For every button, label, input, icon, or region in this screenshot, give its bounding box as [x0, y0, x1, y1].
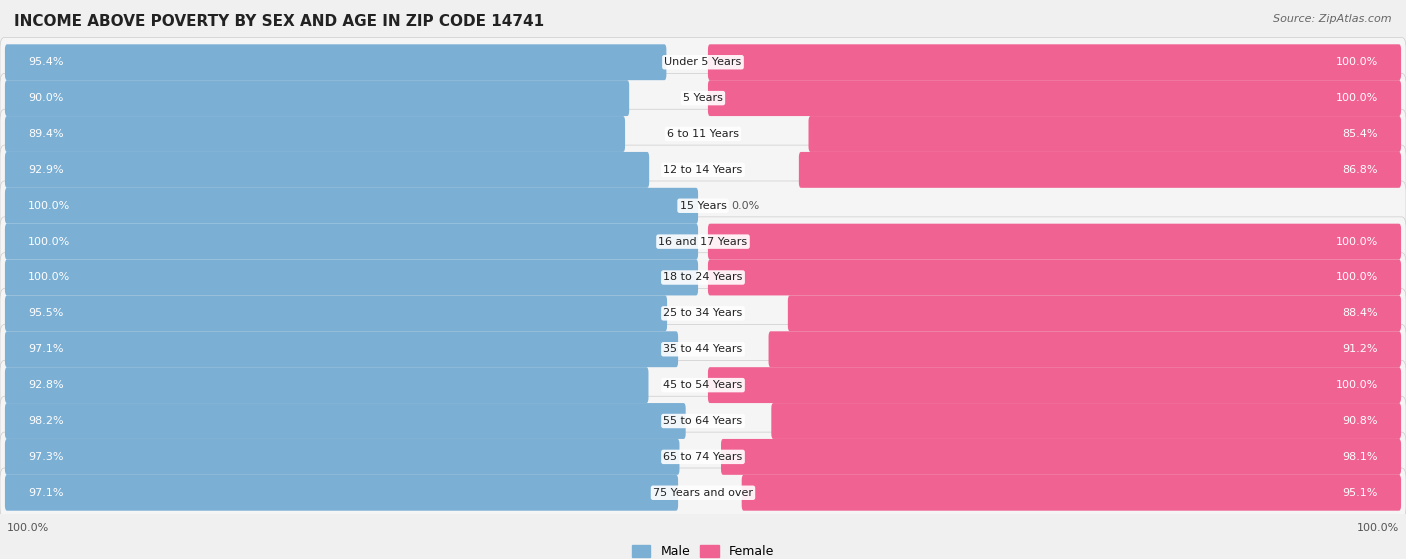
FancyBboxPatch shape: [6, 296, 666, 331]
FancyBboxPatch shape: [0, 324, 1406, 374]
FancyBboxPatch shape: [787, 296, 1402, 331]
FancyBboxPatch shape: [6, 403, 686, 439]
Text: 100.0%: 100.0%: [1336, 380, 1378, 390]
Text: 97.1%: 97.1%: [28, 344, 63, 354]
Text: 100.0%: 100.0%: [28, 272, 70, 282]
FancyBboxPatch shape: [0, 288, 1406, 338]
Text: 91.2%: 91.2%: [1343, 344, 1378, 354]
FancyBboxPatch shape: [742, 475, 1402, 511]
Text: 95.5%: 95.5%: [28, 309, 63, 319]
FancyBboxPatch shape: [0, 181, 1406, 230]
FancyBboxPatch shape: [6, 116, 626, 152]
FancyBboxPatch shape: [6, 331, 678, 367]
FancyBboxPatch shape: [6, 259, 697, 296]
Text: 6 to 11 Years: 6 to 11 Years: [666, 129, 740, 139]
FancyBboxPatch shape: [709, 224, 1402, 259]
FancyBboxPatch shape: [808, 116, 1402, 152]
Text: 12 to 14 Years: 12 to 14 Years: [664, 165, 742, 175]
Text: 98.2%: 98.2%: [28, 416, 63, 426]
Text: 100.0%: 100.0%: [1336, 93, 1378, 103]
Text: 90.0%: 90.0%: [28, 93, 63, 103]
Text: 18 to 24 Years: 18 to 24 Years: [664, 272, 742, 282]
FancyBboxPatch shape: [772, 403, 1402, 439]
Text: 86.8%: 86.8%: [1343, 165, 1378, 175]
FancyBboxPatch shape: [6, 367, 648, 403]
Text: 100.0%: 100.0%: [1336, 236, 1378, 247]
Text: 97.1%: 97.1%: [28, 488, 63, 498]
Text: 45 to 54 Years: 45 to 54 Years: [664, 380, 742, 390]
Text: 5 Years: 5 Years: [683, 93, 723, 103]
FancyBboxPatch shape: [709, 44, 1402, 80]
FancyBboxPatch shape: [6, 224, 697, 259]
FancyBboxPatch shape: [721, 439, 1402, 475]
FancyBboxPatch shape: [0, 432, 1406, 482]
Text: INCOME ABOVE POVERTY BY SEX AND AGE IN ZIP CODE 14741: INCOME ABOVE POVERTY BY SEX AND AGE IN Z…: [14, 14, 544, 29]
FancyBboxPatch shape: [6, 44, 666, 80]
FancyBboxPatch shape: [769, 331, 1402, 367]
FancyBboxPatch shape: [0, 468, 1406, 518]
Text: 95.4%: 95.4%: [28, 57, 63, 67]
FancyBboxPatch shape: [799, 152, 1402, 188]
Text: 100.0%: 100.0%: [7, 523, 49, 533]
FancyBboxPatch shape: [0, 396, 1406, 446]
FancyBboxPatch shape: [709, 80, 1402, 116]
Legend: Male, Female: Male, Female: [627, 541, 779, 559]
Text: 15 Years: 15 Years: [679, 201, 727, 211]
Text: 100.0%: 100.0%: [1336, 272, 1378, 282]
Text: 85.4%: 85.4%: [1343, 129, 1378, 139]
Text: 88.4%: 88.4%: [1343, 309, 1378, 319]
Text: 16 and 17 Years: 16 and 17 Years: [658, 236, 748, 247]
Text: 35 to 44 Years: 35 to 44 Years: [664, 344, 742, 354]
FancyBboxPatch shape: [709, 259, 1402, 296]
Text: 89.4%: 89.4%: [28, 129, 63, 139]
Text: 0.0%: 0.0%: [731, 201, 759, 211]
FancyBboxPatch shape: [6, 475, 678, 511]
FancyBboxPatch shape: [709, 367, 1402, 403]
Text: 90.8%: 90.8%: [1343, 416, 1378, 426]
Text: 75 Years and over: 75 Years and over: [652, 488, 754, 498]
FancyBboxPatch shape: [0, 109, 1406, 159]
FancyBboxPatch shape: [0, 361, 1406, 410]
FancyBboxPatch shape: [0, 73, 1406, 123]
FancyBboxPatch shape: [6, 188, 697, 224]
FancyBboxPatch shape: [0, 37, 1406, 87]
Text: 100.0%: 100.0%: [28, 236, 70, 247]
FancyBboxPatch shape: [6, 80, 630, 116]
FancyBboxPatch shape: [0, 145, 1406, 195]
FancyBboxPatch shape: [6, 152, 650, 188]
Text: 95.1%: 95.1%: [1343, 488, 1378, 498]
Text: 98.1%: 98.1%: [1343, 452, 1378, 462]
FancyBboxPatch shape: [6, 439, 679, 475]
Text: 25 to 34 Years: 25 to 34 Years: [664, 309, 742, 319]
Text: 100.0%: 100.0%: [1336, 57, 1378, 67]
Text: 55 to 64 Years: 55 to 64 Years: [664, 416, 742, 426]
Text: 65 to 74 Years: 65 to 74 Years: [664, 452, 742, 462]
Text: Source: ZipAtlas.com: Source: ZipAtlas.com: [1274, 14, 1392, 24]
Text: 100.0%: 100.0%: [1357, 523, 1399, 533]
Text: Under 5 Years: Under 5 Years: [665, 57, 741, 67]
Text: 100.0%: 100.0%: [28, 201, 70, 211]
FancyBboxPatch shape: [0, 253, 1406, 302]
FancyBboxPatch shape: [0, 217, 1406, 267]
Text: 97.3%: 97.3%: [28, 452, 63, 462]
Text: 92.9%: 92.9%: [28, 165, 63, 175]
Text: 92.8%: 92.8%: [28, 380, 63, 390]
